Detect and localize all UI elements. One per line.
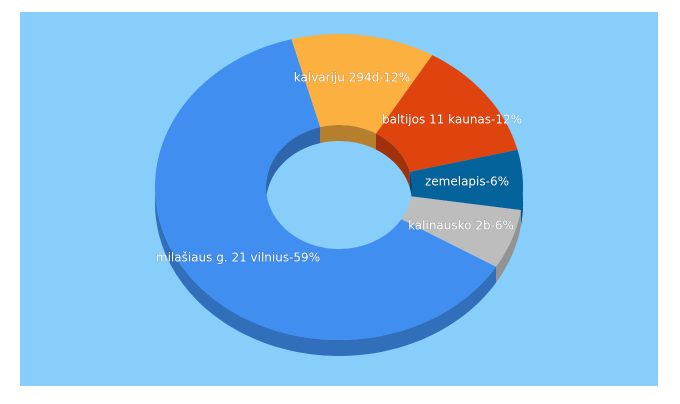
- slice-inner-wall: [409, 171, 412, 203]
- slice: [376, 55, 518, 172]
- slice-label: kalinausko 2b-6%: [408, 219, 514, 233]
- slice: [291, 34, 433, 134]
- slice-label: milašiaus g. 21 vilnius-59%: [156, 251, 320, 265]
- slice: [409, 149, 523, 211]
- slice-inner-wall: [376, 133, 410, 188]
- slice-side: [496, 210, 521, 283]
- slice-label: kalvariju 294d-12%: [294, 71, 410, 85]
- slice-label: zemelapis-6%: [425, 175, 509, 189]
- slice: [401, 196, 521, 267]
- slice-inner-wall: [266, 127, 321, 203]
- slice-inner-wall: [320, 125, 376, 150]
- slice-label: baltijos 11 kaunas-12%: [382, 113, 522, 127]
- slice-side: [520, 187, 523, 227]
- slice: [155, 39, 496, 340]
